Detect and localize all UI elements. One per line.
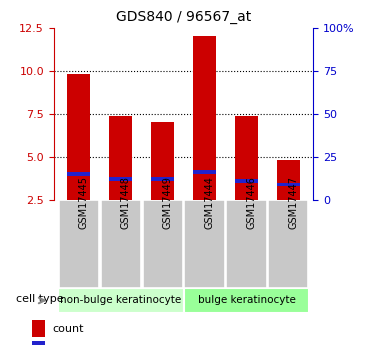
- Bar: [277, 160, 300, 200]
- Bar: [184, 200, 225, 288]
- Bar: [268, 200, 308, 288]
- Bar: [109, 116, 132, 200]
- Bar: [142, 200, 183, 288]
- Bar: [193, 170, 216, 174]
- Text: non-bulge keratinocyte: non-bulge keratinocyte: [60, 296, 181, 305]
- Bar: [277, 183, 300, 186]
- Text: GSM17446: GSM17446: [246, 176, 256, 229]
- Text: GSM17445: GSM17445: [79, 176, 89, 229]
- Bar: [68, 74, 91, 200]
- Bar: [235, 179, 258, 183]
- Bar: [226, 200, 267, 288]
- Text: bulge keratinocyte: bulge keratinocyte: [197, 296, 295, 305]
- Text: cell type: cell type: [16, 294, 64, 304]
- Bar: [32, 319, 45, 337]
- Bar: [109, 177, 132, 181]
- Bar: [58, 288, 184, 313]
- Text: GSM17448: GSM17448: [121, 176, 131, 229]
- Bar: [32, 341, 45, 345]
- Text: GSM17449: GSM17449: [163, 176, 173, 229]
- Bar: [193, 36, 216, 200]
- Bar: [151, 177, 174, 181]
- Text: GSM17447: GSM17447: [288, 176, 298, 229]
- Bar: [151, 122, 174, 200]
- Bar: [59, 200, 99, 288]
- Bar: [184, 288, 309, 313]
- Text: GSM17444: GSM17444: [204, 176, 214, 229]
- Bar: [68, 172, 91, 176]
- Title: GDS840 / 96567_at: GDS840 / 96567_at: [116, 10, 251, 24]
- Bar: [235, 116, 258, 200]
- Text: count: count: [52, 324, 83, 334]
- Bar: [101, 200, 141, 288]
